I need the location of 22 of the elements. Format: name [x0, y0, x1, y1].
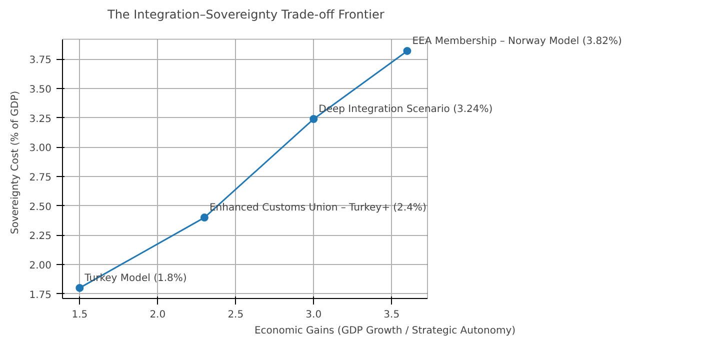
y-tick-label: 2.00: [29, 260, 52, 272]
y-tick-label: 3.00: [29, 143, 52, 154]
x-tick-label: 3.0: [306, 310, 322, 320]
x-tick-label: 2.5: [228, 310, 244, 320]
y-tick-label: 3.75: [29, 55, 52, 66]
x-tick-label: 3.5: [384, 310, 400, 320]
y-axis-title: Sovereignty Cost (% of GDP): [10, 90, 22, 234]
chart-title: The Integration–Sovereignty Trade-off Frontier: [106, 8, 384, 22]
y-tick-label: 1.75: [29, 290, 52, 301]
y-tick-label: 3.50: [29, 84, 52, 96]
y-tick-label: 2.25: [29, 231, 52, 242]
annotation: EEA Membership – Norway Model (3.82%): [412, 36, 622, 47]
point: [403, 46, 412, 55]
x-tick-label: 2.0: [150, 310, 166, 320]
x-tick-label: 1.5: [72, 310, 88, 320]
y-tick-label: 2.75: [29, 172, 52, 184]
y-tick-label: 3.25: [29, 114, 52, 125]
point: [200, 214, 208, 222]
y-tick-label: 2.50: [29, 202, 52, 213]
x-axis-title: Economic Gains (GDP Growth / Strategic Autonomy): [254, 326, 516, 336]
point: [76, 284, 84, 292]
point: [310, 115, 318, 123]
